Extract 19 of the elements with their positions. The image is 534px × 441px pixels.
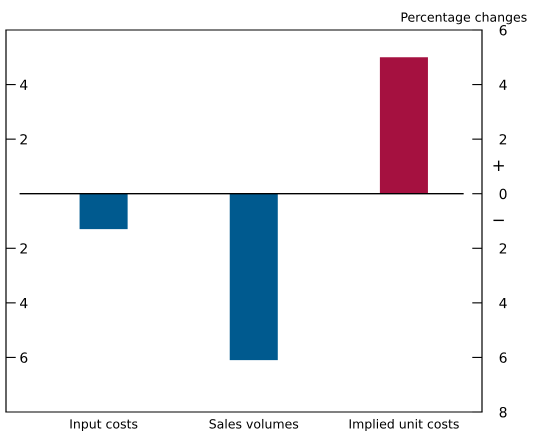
y-tick-label: 2: [20, 243, 27, 254]
y2-tick-label: 2: [500, 134, 506, 144]
y2-tick-label: 4: [499, 80, 507, 90]
x-tick-label: Input costs: [70, 419, 138, 432]
y2-tick-label: 6: [500, 24, 507, 36]
y-tick-label: 4: [20, 80, 28, 90]
y2-tick-label: 6: [500, 352, 507, 363]
y2-tick-label: 8: [500, 406, 507, 418]
y2-tick-label: 4: [499, 298, 507, 308]
text: +: [493, 160, 504, 172]
y2-tick-label: 0: [500, 188, 507, 200]
y-tick-label: 4: [20, 298, 28, 308]
y-tick-label: 6: [20, 352, 28, 363]
x-tick-label: Sales volumes: [210, 418, 298, 429]
y-tick-label: 2: [20, 134, 27, 144]
y2-axis-title: Percentage changes: [402, 12, 527, 24]
x-tick-label: Implied unit costs: [350, 418, 459, 432]
text: −: [493, 220, 504, 222]
y2-tick-label: 2: [500, 243, 506, 254]
